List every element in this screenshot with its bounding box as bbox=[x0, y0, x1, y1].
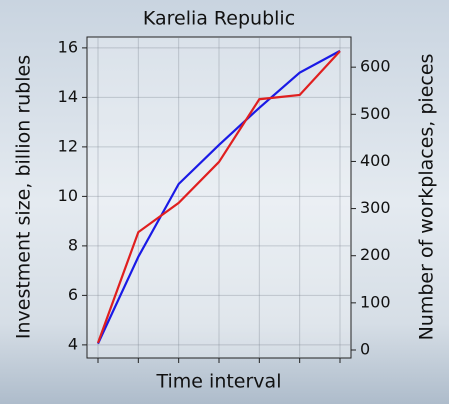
y-tick-label: 4 bbox=[68, 334, 78, 353]
y2-tick-label: 400 bbox=[360, 151, 391, 170]
y2-tick-label: 300 bbox=[360, 198, 391, 217]
y-tick-label: 8 bbox=[68, 235, 78, 254]
y2-tick-label: 0 bbox=[360, 339, 370, 358]
y2-axis-label: Number of workplaces, pieces bbox=[416, 54, 438, 341]
y-tick-label: 10 bbox=[58, 186, 78, 205]
y2-tick-label: 100 bbox=[360, 292, 391, 311]
y2-tick-label: 500 bbox=[360, 104, 391, 123]
y2-tick-label: 200 bbox=[360, 245, 391, 264]
series-line bbox=[97, 49, 341, 345]
y-tick-label: 16 bbox=[58, 37, 78, 56]
x-axis-label: Time interval bbox=[156, 371, 282, 393]
y-tick-label: 6 bbox=[68, 285, 78, 304]
y-tick-label: 12 bbox=[58, 136, 78, 155]
plot-frame bbox=[86, 36, 352, 359]
y-axis-label: Investment size, billion rubles bbox=[13, 55, 35, 339]
y2-tick-label: 600 bbox=[360, 57, 391, 76]
series-line bbox=[96, 50, 341, 344]
y-tick-label: 14 bbox=[58, 87, 78, 106]
chart-title: Karelia Republic bbox=[143, 8, 295, 30]
